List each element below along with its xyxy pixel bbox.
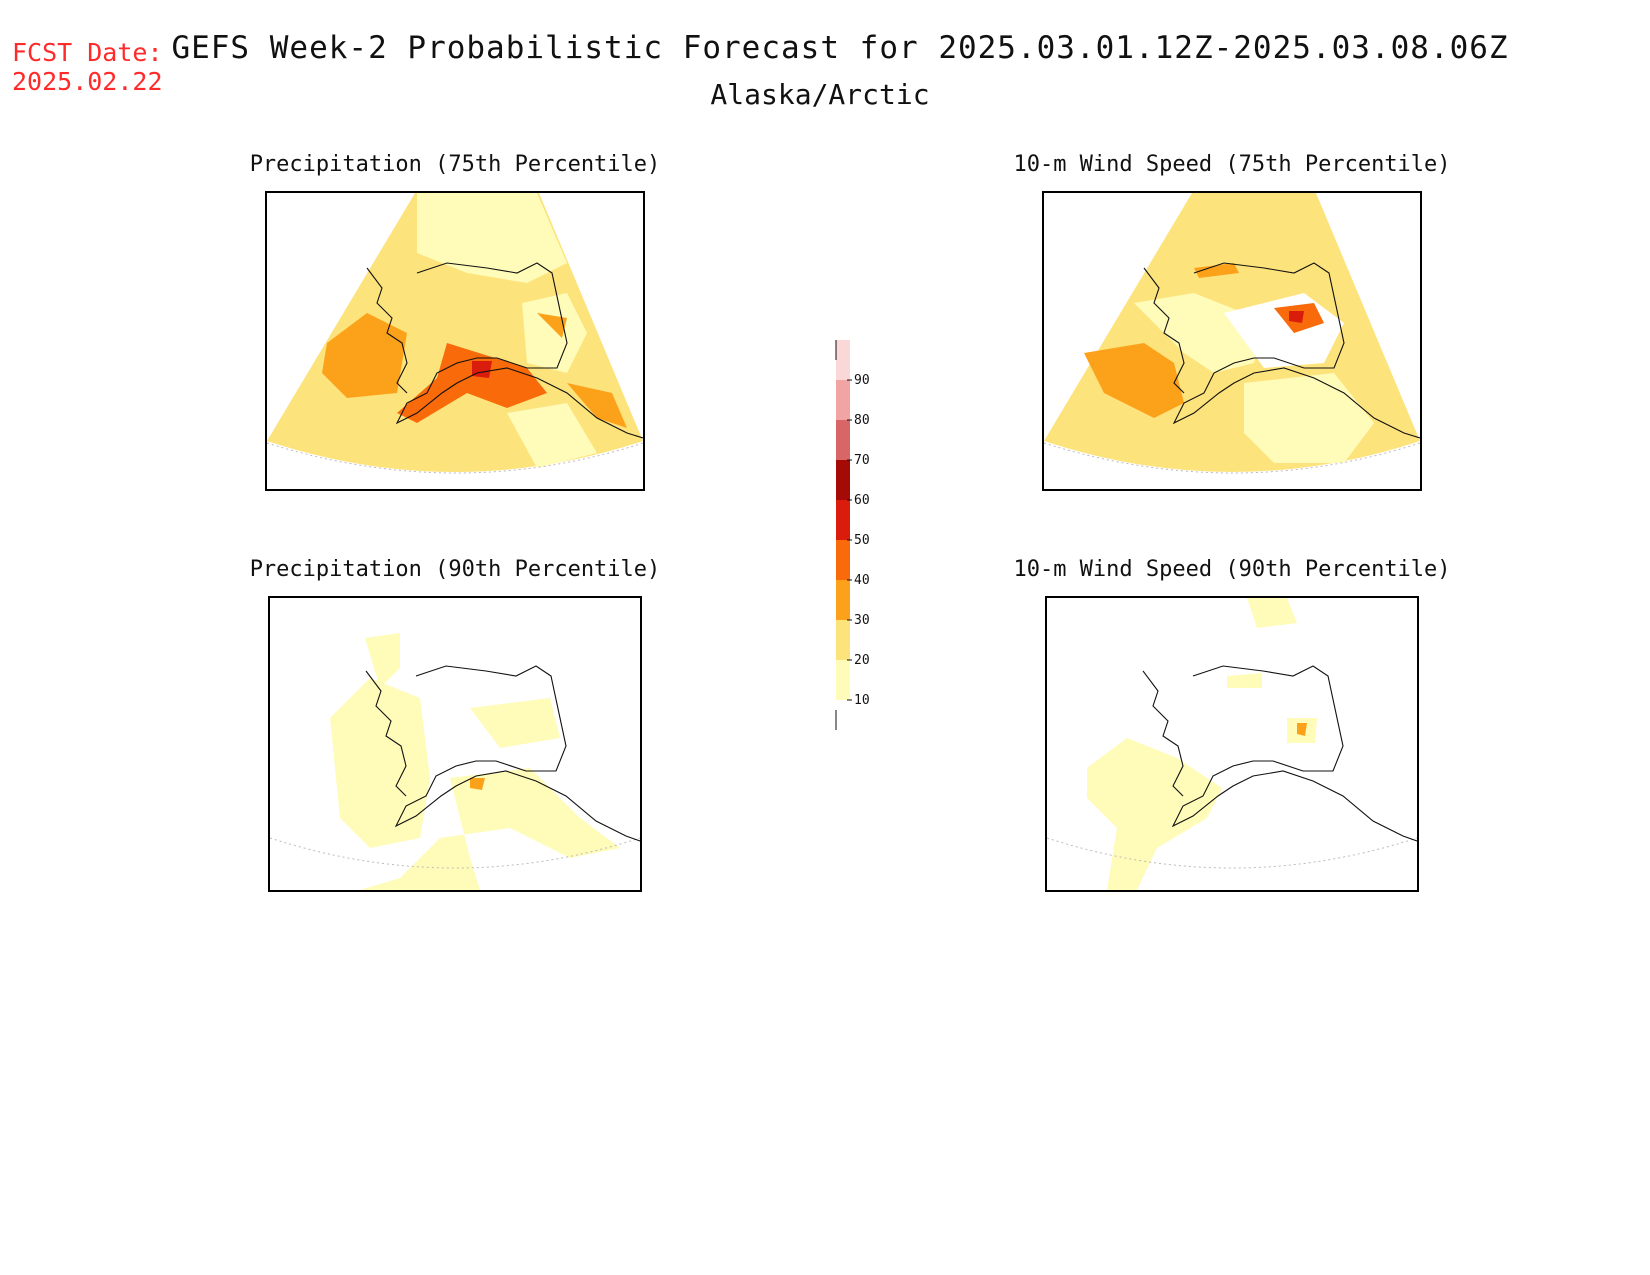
- colorbar-swatch-70: [836, 420, 850, 460]
- colorbar-swatch-10: [836, 660, 850, 700]
- colorbar-label-90: 90: [854, 373, 870, 388]
- map-panel-wind-90: [1045, 596, 1419, 892]
- colorbar: 10 20 30 40 50 60 70 80 90: [835, 340, 870, 730]
- colorbar-swatch-80: [836, 380, 850, 420]
- panel-title-precip-90: Precipitation (90th Percentile): [249, 557, 661, 582]
- map-panel-wind-75: [1042, 191, 1422, 491]
- colorbar-label-40: 40: [854, 573, 870, 588]
- colorbar-label-20: 20: [854, 653, 870, 668]
- colorbar-label-10: 10: [854, 693, 870, 708]
- forecast-date-label: FCST Date:: [12, 38, 163, 67]
- colorbar-swatch-30: [836, 580, 850, 620]
- colorbar-swatch-20: [836, 620, 850, 660]
- colorbar-swatch-50: [836, 500, 850, 540]
- colorbar-label-80: 80: [854, 413, 870, 428]
- colorbar-label-50: 50: [854, 533, 870, 548]
- colorbar-label-60: 60: [854, 493, 870, 508]
- panel-title-wind-90: 10-m Wind Speed (90th Percentile): [1013, 557, 1451, 582]
- panel-title-precip-75: Precipitation (75th Percentile): [249, 152, 661, 177]
- panel-title-wind-75: 10-m Wind Speed (75th Percentile): [1013, 152, 1451, 177]
- page-subtitle: Alaska/Arctic: [710, 78, 930, 111]
- forecast-date-value: 2025.02.22: [12, 67, 163, 96]
- map-panel-precip-75: [265, 191, 645, 491]
- forecast-date-block: FCST Date: 2025.02.22: [12, 38, 163, 96]
- colorbar-swatch-40: [836, 540, 850, 580]
- colorbar-swatch-60: [836, 460, 850, 500]
- colorbar-swatch-90: [836, 340, 850, 380]
- map-panel-precip-90: [268, 596, 642, 892]
- colorbar-label-30: 30: [854, 613, 870, 628]
- colorbar-label-70: 70: [854, 453, 870, 468]
- page-title: GEFS Week-2 Probabilistic Forecast for 2…: [171, 30, 1509, 66]
